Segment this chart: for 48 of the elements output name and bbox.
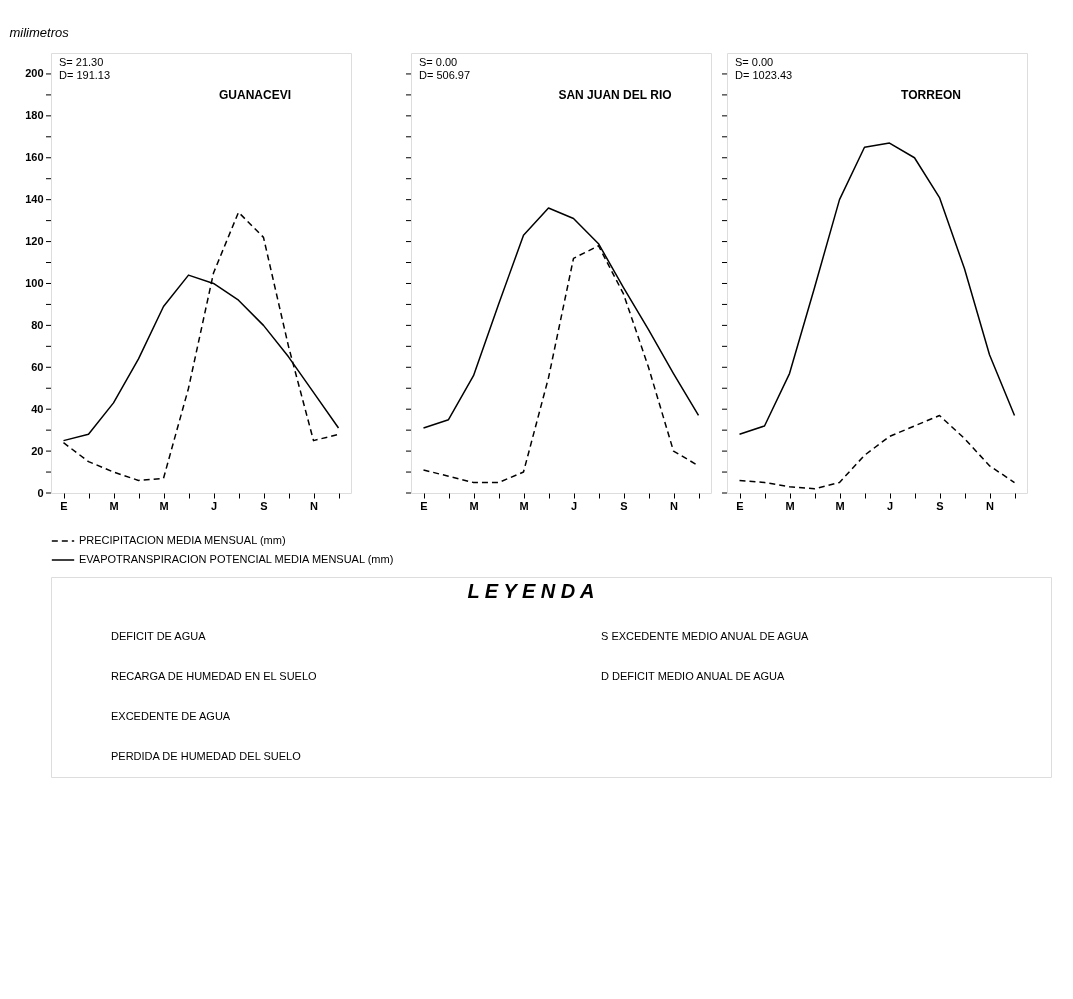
x-tick-label: E xyxy=(736,499,744,512)
text: SAN JUAN DEL RIO xyxy=(558,88,672,102)
y-tick-label: 40 xyxy=(31,402,44,415)
x-tick-label: S xyxy=(260,499,268,512)
x-tick-label: J xyxy=(886,499,894,512)
y-axis-title: milimetros xyxy=(9,24,70,40)
y-tick-label: 180 xyxy=(25,109,44,122)
legend-label: EVAPOTRANSPIRACION POTENCIAL MEDIA MENSUAL (mm) xyxy=(79,553,394,565)
y-tick-label: 140 xyxy=(25,193,44,206)
text: L E Y E N D A xyxy=(467,580,595,602)
text: TORREON xyxy=(901,88,961,102)
x-tick-label: M xyxy=(785,499,795,512)
x-tick-label: S xyxy=(620,499,628,512)
y-tick-label: 120 xyxy=(25,235,44,248)
x-tick-label: M xyxy=(159,499,169,512)
y-tick-label: 100 xyxy=(25,276,44,289)
y-tick-label: 160 xyxy=(25,151,44,164)
x-tick-label: M xyxy=(469,499,479,512)
annotation: S= 21.30 xyxy=(59,56,104,68)
text: EXCEDENTE DE AGUA xyxy=(111,710,231,722)
annotation: S= 0.00 xyxy=(419,56,458,68)
x-tick-label: N xyxy=(310,499,319,512)
annotation: S= 0.00 xyxy=(735,56,774,68)
x-tick-label: M xyxy=(519,499,529,512)
text: D DEFICIT MEDIO ANUAL DE AGUA xyxy=(601,670,786,682)
annotation: D= 506.97 xyxy=(419,69,471,81)
x-tick-label: J xyxy=(210,499,218,512)
annotation: D= 191.13 xyxy=(59,69,111,81)
text: DEFICIT DE AGUA xyxy=(111,630,207,642)
annotation: D= 1023.43 xyxy=(735,69,793,81)
x-tick-label: N xyxy=(986,499,995,512)
x-tick-label: M xyxy=(109,499,119,512)
x-tick-label: J xyxy=(570,499,578,512)
y-tick-label: 60 xyxy=(31,360,44,373)
x-tick-label: M xyxy=(835,499,845,512)
legend-label: PRECIPITACION MEDIA MENSUAL (mm) xyxy=(79,534,286,546)
y-tick-label: 200 xyxy=(25,67,44,80)
text: RECARGA DE HUMEDAD EN EL SUELO xyxy=(111,670,318,682)
x-tick-label: E xyxy=(60,499,68,512)
y-tick-label: 0 xyxy=(37,486,44,499)
text: PERDIDA DE HUMEDAD DEL SUELO xyxy=(111,750,302,762)
text: GUANACEVI xyxy=(218,88,292,102)
y-tick-label: 20 xyxy=(31,444,44,457)
text: S EXCEDENTE MEDIO ANUAL DE AGUA xyxy=(601,630,810,642)
x-tick-label: S xyxy=(936,499,944,512)
x-tick-label: N xyxy=(670,499,679,512)
x-tick-label: E xyxy=(420,499,428,512)
y-tick-label: 80 xyxy=(31,318,44,331)
